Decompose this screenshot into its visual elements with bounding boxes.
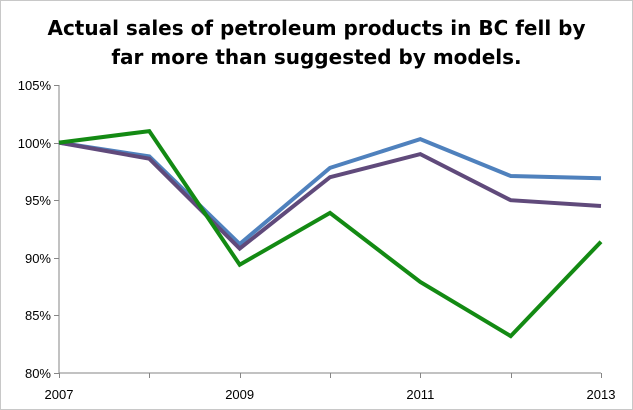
series-line-1 <box>58 136 602 247</box>
x-tick-label: 2009 <box>225 387 254 402</box>
y-tick-label: 100% <box>18 136 52 151</box>
x-tick-label: 2013 <box>587 387 616 402</box>
x-tick-label: 2011 <box>406 387 434 402</box>
chart-title-line-1: Actual sales of petroleum products in BC… <box>47 16 586 40</box>
x-tick-label: 2007 <box>45 387 74 402</box>
y-tick-label: 95% <box>25 193 51 208</box>
series-line-2 <box>58 140 602 252</box>
chart-title: Actual sales of petroleum products in BC… <box>0 14 633 72</box>
chart-title-line-2: far more than suggested by models. <box>111 45 522 69</box>
y-tick-label: 105% <box>18 78 52 93</box>
y-tick-label: 85% <box>25 308 51 323</box>
y-tick-label: 90% <box>25 251 51 266</box>
series-line-3 <box>58 128 603 339</box>
y-tick-label: 80% <box>25 366 51 381</box>
